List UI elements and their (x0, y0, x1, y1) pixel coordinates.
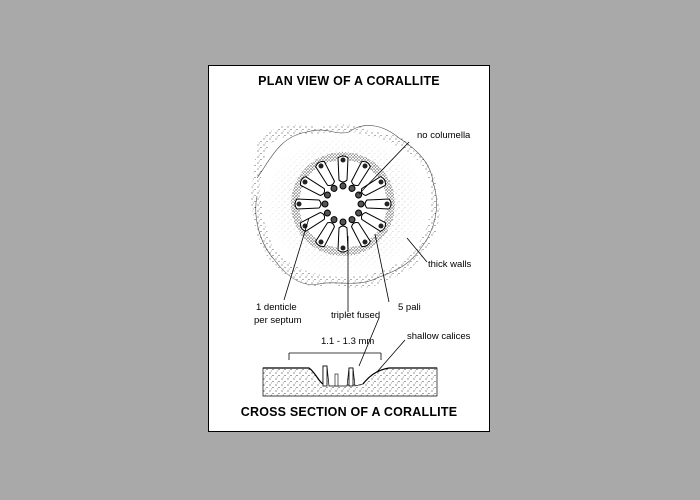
corallite-illustration (251, 124, 440, 397)
size-bracket (288, 352, 382, 360)
label-triplet-fused: triplet fused (331, 310, 381, 321)
cross-section (262, 365, 438, 397)
corallite-plan (291, 152, 395, 256)
label-no-columella: no columella (417, 130, 471, 141)
plan-view-title: PLAN VIEW OF A CORALLITE (258, 74, 440, 88)
cross-section-title: CROSS SECTION OF A CORALLITE (240, 405, 458, 419)
label-shallow-calices: shallow calices (407, 331, 471, 342)
figure-card: PLAN VIEW OF A CORALLITE no columella th… (208, 65, 490, 432)
label-denticle-line1: 1 denticle (256, 302, 297, 313)
label-pali: 5 pali (398, 302, 421, 313)
leader-lines (283, 141, 428, 373)
label-size: 1.1 - 1.3 mm (321, 336, 375, 347)
label-denticle-line2: per septum (254, 315, 302, 326)
label-thick-walls: thick walls (428, 259, 472, 270)
